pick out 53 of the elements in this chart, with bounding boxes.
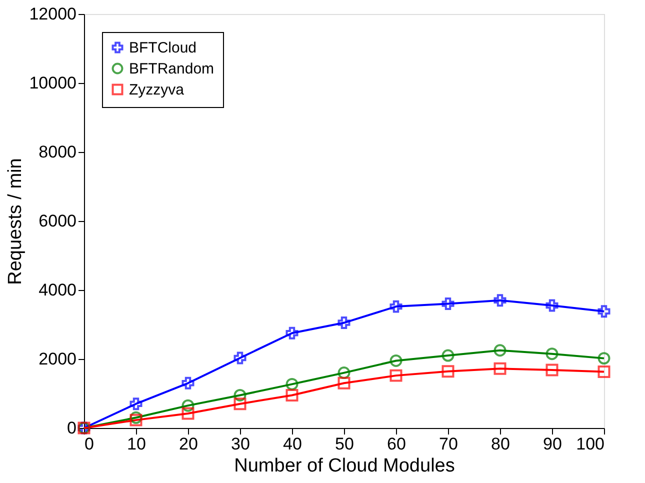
point	[130, 411, 142, 424]
point	[494, 362, 506, 375]
y-tick-label: 12000	[29, 4, 76, 24]
point	[390, 300, 402, 313]
x-tick-label: 10	[127, 434, 146, 454]
x-tick-label: 50	[335, 434, 354, 454]
point	[442, 298, 454, 310]
point	[234, 388, 246, 402]
point	[494, 344, 506, 357]
point	[598, 366, 610, 378]
point	[546, 348, 558, 360]
point	[390, 354, 402, 367]
legend-label: BFTRandom	[129, 60, 214, 78]
y-tick-label: 0	[67, 418, 76, 438]
x-tick-label: 70	[439, 434, 458, 454]
x-tick-label: 0	[84, 434, 94, 454]
point	[338, 376, 350, 390]
point	[286, 378, 298, 390]
point	[182, 407, 194, 420]
x-tick-label: 80	[491, 434, 510, 454]
x-tick-label: 40	[283, 434, 302, 454]
x-tick-label: 90	[543, 434, 562, 454]
y-tick-label: 8000	[38, 142, 76, 162]
y-tick-label: 2000	[38, 350, 76, 368]
point	[598, 305, 610, 318]
point	[442, 349, 454, 362]
x-tick-label: 20	[179, 434, 198, 454]
point	[234, 398, 246, 410]
point	[390, 369, 402, 382]
point	[546, 364, 558, 376]
point	[234, 352, 246, 364]
point	[442, 365, 454, 378]
y-tick-label: 6000	[38, 212, 76, 230]
point	[182, 376, 194, 390]
point	[494, 294, 506, 307]
x-tick-label: 60	[387, 434, 406, 454]
legend-label: Zyzzyva	[129, 82, 185, 98]
point	[286, 388, 298, 402]
point	[338, 366, 350, 380]
y-tick-label: 10000	[29, 74, 76, 92]
point	[598, 352, 610, 365]
legend-label: BFTCloud	[129, 40, 197, 56]
point	[546, 299, 558, 312]
point	[338, 316, 350, 330]
point	[182, 399, 194, 412]
point	[130, 398, 142, 410]
x-tick-label: 30	[231, 434, 250, 454]
x-axis-title: Number of Cloud Modules	[234, 456, 455, 476]
point	[286, 326, 298, 340]
y-tick-label: 4000	[38, 280, 76, 300]
y-axis-title: Requests / min	[5, 158, 26, 285]
point	[130, 414, 142, 426]
x-tick-label: 100	[576, 434, 604, 454]
